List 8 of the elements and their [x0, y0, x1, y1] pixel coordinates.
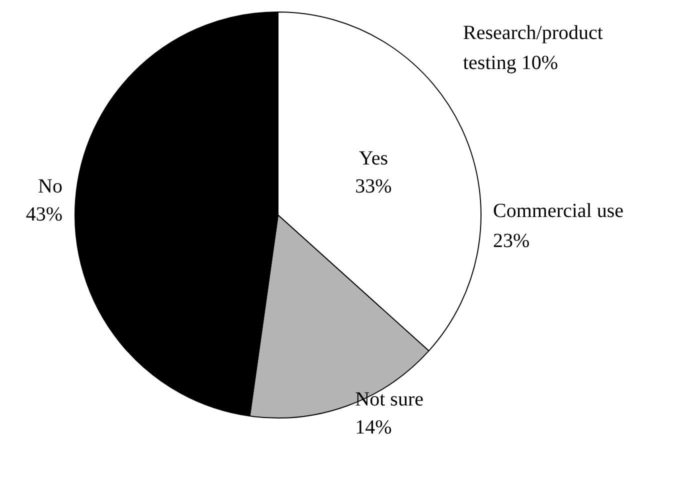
slice-label: Yes [358, 147, 388, 170]
data-label: 14% [355, 416, 392, 438]
data-label: 33% [355, 175, 392, 198]
text: Research/product testing 10% [463, 22, 608, 74]
slice-label: Not sure [355, 388, 424, 410]
data-label: 43% [26, 203, 63, 226]
text: Commercial use 23% [493, 200, 629, 252]
slice-label: No [38, 175, 63, 198]
